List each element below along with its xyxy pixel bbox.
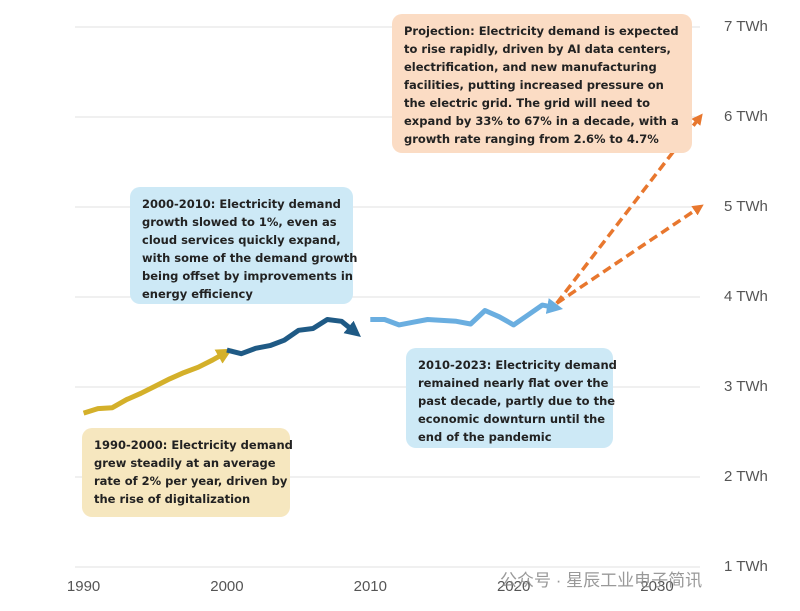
- annotation-line: Projection: Electricity demand is expect…: [404, 24, 679, 38]
- y-tick-label: 1 TWh: [724, 558, 768, 575]
- x-tick-label: 2030: [640, 578, 673, 595]
- annotation-line: to rise rapidly, driven by AI data cente…: [404, 42, 671, 56]
- annotation-line: grew steadily at an average: [94, 456, 276, 470]
- series-line: [82, 348, 233, 416]
- annotation-line: expand by 33% to 67% in a decade, with a: [404, 114, 679, 128]
- annotation-line: facilities, putting increased pressure o…: [404, 78, 664, 92]
- annotation-line: rate of 2% per year, driven by: [94, 474, 288, 488]
- series-line: [370, 298, 563, 328]
- annotation: 2000-2010: Electricity demand growth slow…: [130, 187, 358, 304]
- annotation-line: economic downturn until the: [418, 412, 606, 426]
- annotation: 2010-2023: Electricity demand remained ne…: [406, 348, 617, 448]
- x-tick-label: 2000: [210, 578, 243, 595]
- annotation-line: 2000-2010: Electricity demand: [142, 197, 341, 211]
- series-line: [555, 113, 703, 305]
- annotation: 1990-2000: Electricity demand grew steadi…: [82, 428, 293, 517]
- annotation-line: past decade, partly due to the: [418, 394, 616, 408]
- annotation-line: being offset by improvements in: [142, 269, 353, 283]
- annotation-line: the electric grid. The grid will need to: [404, 96, 651, 110]
- annotation-line: electrification, and new manufacturing: [404, 60, 657, 74]
- annotation-line: 1990-2000: Electricity demand: [94, 438, 293, 452]
- y-tick-label: 7 TWh: [724, 18, 768, 35]
- series-line: [555, 204, 704, 305]
- y-tick-label: 4 TWh: [724, 288, 768, 305]
- x-tick-label: 1990: [67, 578, 100, 595]
- annotation: Projection: Electricity demand is expect…: [392, 14, 692, 153]
- annotation-line: energy efficiency: [142, 287, 253, 301]
- annotation-line: cloud services quickly expand,: [142, 233, 341, 247]
- x-tick-label: 2010: [354, 578, 387, 595]
- watermark: 公众号 · 星辰工业电子简讯: [500, 571, 703, 590]
- annotation-line: remained nearly flat over the: [418, 376, 609, 390]
- y-tick-label: 5 TWh: [724, 198, 768, 215]
- annotation-line: 2010-2023: Electricity demand: [418, 358, 617, 372]
- y-tick-label: 6 TWh: [724, 108, 768, 125]
- y-tick-label: 2 TWh: [724, 468, 768, 485]
- annotation-line: growth rate ranging from 2.6% to 4.7%: [404, 132, 659, 146]
- annotation-line: with some of the demand growth: [142, 251, 358, 265]
- annotation-line: growth slowed to 1%, even as: [142, 215, 337, 229]
- x-tick-label: 2020: [497, 578, 530, 595]
- y-tick-label: 3 TWh: [724, 378, 768, 395]
- annotation-line: end of the pandemic: [418, 430, 552, 444]
- series-line: [226, 317, 361, 357]
- annotation-line: the rise of digitalization: [94, 492, 251, 506]
